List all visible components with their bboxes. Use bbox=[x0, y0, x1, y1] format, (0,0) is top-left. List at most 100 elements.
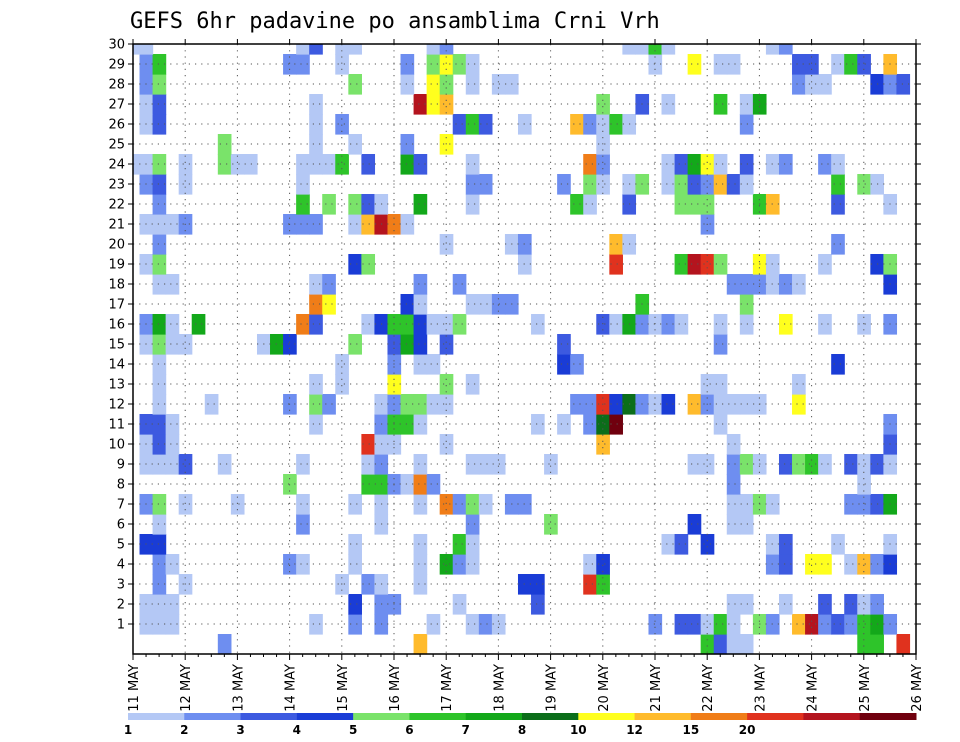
heatmap-cell bbox=[674, 534, 689, 555]
heatmap-cell bbox=[818, 554, 832, 575]
heatmap-cell bbox=[792, 74, 806, 95]
heatmap-cell bbox=[361, 214, 376, 235]
y-tick-label: 19 bbox=[108, 258, 125, 273]
heatmap-cell bbox=[361, 254, 376, 275]
y-tick-label: 22 bbox=[108, 198, 125, 213]
heatmap-cell bbox=[413, 334, 428, 355]
legend-swatch bbox=[353, 713, 410, 720]
heatmap-cell bbox=[596, 114, 610, 135]
heatmap-cell bbox=[322, 154, 336, 175]
y-tick-label: 12 bbox=[108, 398, 125, 413]
legend-threshold-label: 15 bbox=[683, 723, 700, 737]
heatmap-cell bbox=[531, 594, 545, 615]
heatmap-cell bbox=[413, 454, 428, 475]
legend-threshold-label: 20 bbox=[739, 723, 756, 737]
heatmap-cell bbox=[778, 154, 793, 175]
heatmap-cell bbox=[152, 314, 167, 335]
heatmap-cell bbox=[465, 194, 480, 215]
heatmap-cell bbox=[517, 254, 532, 275]
heatmap-cell bbox=[439, 334, 454, 355]
heatmap-cell bbox=[133, 154, 141, 175]
heatmap-cell bbox=[270, 334, 284, 355]
heatmap-cell bbox=[283, 554, 297, 575]
heatmap-cell bbox=[178, 174, 193, 195]
heatmap-cell bbox=[152, 274, 167, 295]
heatmap-cell bbox=[309, 394, 323, 415]
heatmap-cell bbox=[857, 314, 871, 335]
heatmap-cell bbox=[792, 374, 806, 395]
heatmap-cell bbox=[609, 414, 623, 435]
y-tick-label: 1 bbox=[117, 618, 125, 633]
heatmap-cell bbox=[896, 634, 911, 655]
heatmap-cell bbox=[178, 454, 193, 475]
y-tick-label: 9 bbox=[117, 458, 125, 473]
legend-swatch bbox=[409, 713, 467, 720]
heatmap-cell bbox=[739, 394, 754, 415]
heatmap-cell bbox=[687, 514, 702, 535]
heatmap-cell bbox=[739, 154, 754, 175]
heatmap-cell bbox=[348, 194, 362, 215]
heatmap-cell bbox=[713, 314, 728, 335]
heatmap-cell bbox=[309, 134, 323, 155]
heatmap-cell bbox=[296, 194, 310, 215]
heatmap-cell bbox=[439, 74, 454, 95]
heatmap-cell bbox=[570, 114, 584, 135]
heatmap-cell bbox=[687, 254, 702, 275]
y-tick-label: 11 bbox=[108, 418, 125, 433]
heatmap-cell bbox=[439, 54, 454, 75]
heatmap-cell bbox=[413, 574, 428, 595]
heatmap-cell bbox=[400, 54, 415, 75]
heatmap-cell bbox=[844, 594, 858, 615]
legend-threshold-label: 10 bbox=[570, 723, 587, 737]
heatmap-cell bbox=[739, 114, 754, 135]
heatmap-cell bbox=[792, 54, 806, 75]
heatmap-cell bbox=[413, 554, 428, 575]
heatmap-cell bbox=[831, 194, 845, 215]
legend-swatch bbox=[465, 713, 523, 720]
heatmap-cell bbox=[361, 314, 376, 335]
heatmap-cell bbox=[322, 194, 336, 215]
heatmap-cell bbox=[165, 454, 180, 475]
heatmap-cell bbox=[165, 414, 180, 435]
heatmap-cell bbox=[805, 614, 819, 635]
heatmap-cell bbox=[296, 554, 310, 575]
heatmap-cell bbox=[844, 494, 858, 515]
heatmap-cell bbox=[661, 314, 676, 335]
heatmap-cell bbox=[583, 194, 597, 215]
y-tick-label: 24 bbox=[108, 158, 125, 173]
heatmap-cell bbox=[661, 534, 676, 555]
heatmap-cell bbox=[361, 574, 376, 595]
heatmap-cell bbox=[661, 154, 676, 175]
legend-swatch bbox=[859, 713, 917, 720]
heatmap-cell bbox=[517, 494, 532, 515]
heatmap-cell bbox=[426, 614, 441, 635]
heatmap-cell bbox=[687, 454, 702, 475]
heatmap-cell bbox=[778, 314, 793, 335]
heatmap-cell bbox=[831, 54, 845, 75]
heatmap-cell bbox=[296, 44, 310, 55]
heatmap-cell bbox=[309, 614, 323, 635]
legend-threshold-label: 2 bbox=[180, 723, 188, 737]
x-tick-label: 21 MAY bbox=[649, 664, 664, 712]
y-tick-label: 13 bbox=[108, 378, 125, 393]
heatmap-cell bbox=[439, 314, 454, 335]
heatmap-cell bbox=[687, 174, 702, 195]
heatmap-cell bbox=[348, 134, 362, 155]
heatmap-cell bbox=[778, 44, 793, 55]
heatmap-cell bbox=[217, 154, 232, 175]
heatmap-cell bbox=[452, 114, 467, 135]
heatmap-cell bbox=[335, 54, 349, 75]
heatmap-cell bbox=[674, 314, 689, 335]
heatmap-cell bbox=[413, 294, 428, 315]
x-axis: 11 MAY 12 MAY 13 MAY 14 MAY 15 MAY 16 MAY 17 M… bbox=[127, 39, 925, 712]
heatmap-cell bbox=[726, 514, 741, 535]
heatmap-cell bbox=[465, 494, 480, 515]
legend-swatch bbox=[522, 713, 579, 720]
y-tick-label: 25 bbox=[108, 138, 125, 153]
heatmap-cell bbox=[674, 254, 689, 275]
heatmap-cell bbox=[152, 334, 167, 355]
heatmap-cell bbox=[400, 74, 415, 95]
heatmap-cell bbox=[335, 114, 349, 135]
heatmap-cell bbox=[700, 174, 715, 195]
y-tick-label: 28 bbox=[108, 78, 125, 93]
